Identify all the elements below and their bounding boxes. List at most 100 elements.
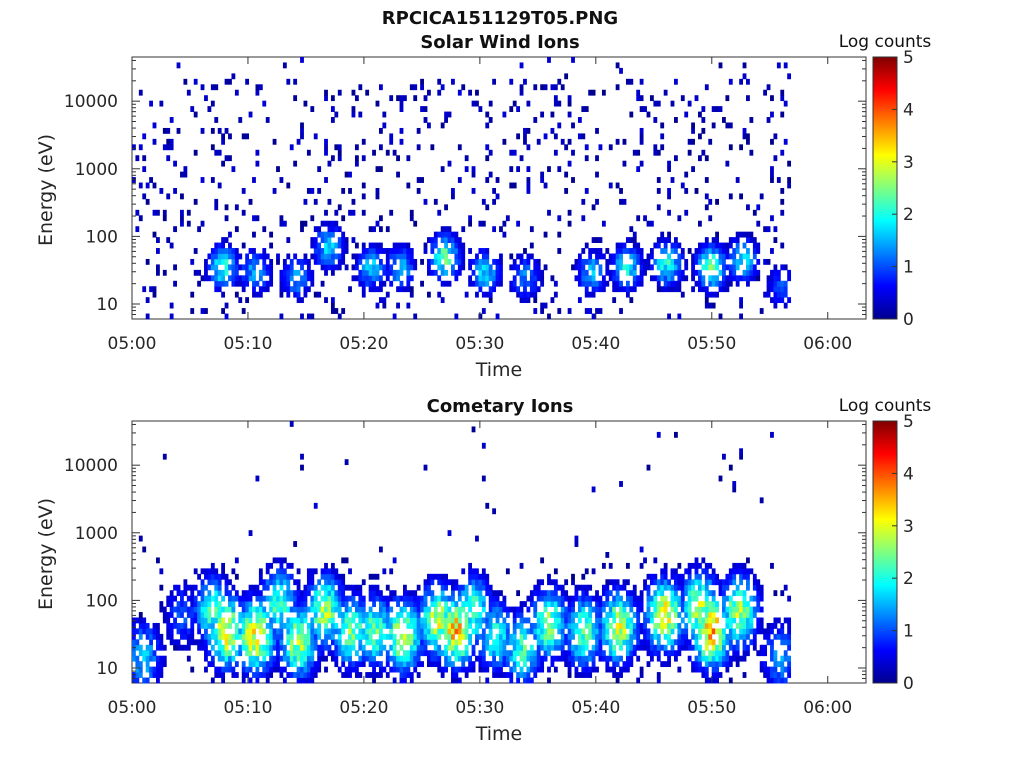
heatmap-cell: [543, 264, 548, 271]
heatmap-cell: [396, 666, 400, 673]
heatmap-cell: [625, 601, 630, 607]
heatmap-cell: [296, 280, 301, 287]
heatmap-cell: [770, 177, 774, 183]
heatmap-cell: [656, 204, 661, 211]
heatmap-cell: [759, 628, 764, 635]
heatmap-cell: [512, 606, 517, 613]
heatmap-cell: [653, 612, 658, 618]
heatmap-cell: [310, 622, 315, 629]
heatmap-cell: [427, 264, 431, 271]
heatmap-cell: [334, 606, 339, 613]
heatmap-cell: [581, 595, 586, 602]
heatmap-cell: [519, 297, 524, 304]
heatmap-cell: [200, 639, 205, 646]
heatmap-cell: [536, 661, 541, 668]
heatmap-cell: [728, 193, 733, 200]
heatmap-cell: [619, 633, 623, 640]
heatmap-cell: [351, 628, 356, 635]
heatmap-cell: [704, 601, 709, 607]
heatmap-cell: [406, 248, 411, 254]
heatmap-cell: [337, 639, 342, 646]
heatmap-cell: [437, 579, 442, 586]
heatmap-cell: [169, 138, 174, 145]
heatmap-cell: [197, 639, 202, 646]
heatmap-cell: [234, 204, 239, 211]
heatmap-cell: [653, 573, 658, 580]
heatmap-cell: [608, 144, 613, 151]
heatmap-cell: [231, 248, 236, 254]
heatmap-cell: [622, 601, 627, 607]
heatmap-cell: [550, 111, 555, 118]
heatmap-cell: [595, 601, 599, 607]
heatmap-cell: [722, 644, 726, 651]
heatmap-cell: [324, 590, 328, 597]
heatmap-cell: [571, 628, 575, 635]
heatmap-cell: [258, 672, 263, 678]
heatmap-cell: [783, 617, 788, 624]
heatmap-cell: [461, 601, 466, 607]
heatmap-cell: [759, 661, 764, 668]
heatmap-cell: [365, 280, 370, 287]
colorbar-tick-label: 1: [903, 258, 914, 278]
heatmap-cell: [763, 650, 768, 657]
heatmap-cell: [152, 122, 157, 129]
heatmap-cell: [457, 590, 462, 597]
heatmap-cell: [708, 198, 713, 205]
heatmap-cell: [303, 677, 308, 684]
heatmap-cell: [207, 622, 212, 629]
heatmap-cell: [279, 579, 284, 586]
heatmap-cell: [481, 601, 486, 607]
heatmap-cell: [660, 595, 665, 602]
heatmap-cell: [557, 595, 562, 602]
heatmap-cell: [481, 606, 486, 613]
heatmap-cell: [557, 601, 562, 607]
heatmap-cell: [330, 568, 335, 575]
heatmap-cell: [780, 666, 785, 673]
heatmap-cell: [409, 215, 414, 222]
heatmap-cell: [701, 628, 706, 635]
heatmap-cell: [553, 612, 558, 618]
colorbar-tick-label: 4: [903, 100, 914, 120]
heatmap-cell: [348, 661, 352, 668]
heatmap-cell: [598, 612, 603, 618]
heatmap-cell: [324, 579, 328, 586]
heatmap-cell: [787, 639, 792, 646]
heatmap-cell: [238, 297, 243, 304]
heatmap-cell: [190, 106, 195, 112]
heatmap-cell: [210, 579, 215, 586]
heatmap-cell: [258, 269, 263, 276]
heatmap-cell: [749, 622, 754, 629]
heatmap-cell: [262, 595, 267, 602]
heatmap-cell: [667, 661, 671, 668]
heatmap-cell: [324, 573, 328, 580]
heatmap-cell: [746, 628, 750, 635]
heatmap-cell: [505, 622, 510, 629]
heatmap-cell: [728, 595, 733, 602]
heatmap-cell: [780, 286, 785, 293]
heatmap-cell: [499, 644, 503, 651]
heatmap-cell: [293, 291, 298, 298]
heatmap-cell: [440, 248, 445, 254]
heatmap-cell: [423, 612, 428, 618]
heatmap-cell: [533, 590, 538, 597]
heatmap-cell: [457, 177, 462, 183]
heatmap-cell: [330, 595, 335, 602]
heatmap-cell: [667, 622, 671, 629]
heatmap-cell: [265, 253, 270, 260]
heatmap-cell: [276, 595, 280, 602]
heatmap-cell: [451, 677, 455, 684]
heatmap-cell: [471, 166, 476, 173]
heatmap-cell: [214, 258, 219, 265]
heatmap-cell: [334, 579, 339, 586]
heatmap-cell: [341, 612, 346, 618]
heatmap-cell: [481, 617, 486, 624]
heatmap-cell: [615, 622, 620, 629]
heatmap-cell: [392, 258, 397, 265]
heatmap-cell: [608, 590, 613, 597]
heatmap-cell: [577, 661, 582, 668]
heatmap-cell: [361, 182, 366, 189]
heatmap-cell: [368, 617, 373, 624]
heatmap-cell: [533, 612, 538, 618]
heatmap-cell: [499, 226, 503, 233]
heatmap-cell: [708, 264, 713, 271]
